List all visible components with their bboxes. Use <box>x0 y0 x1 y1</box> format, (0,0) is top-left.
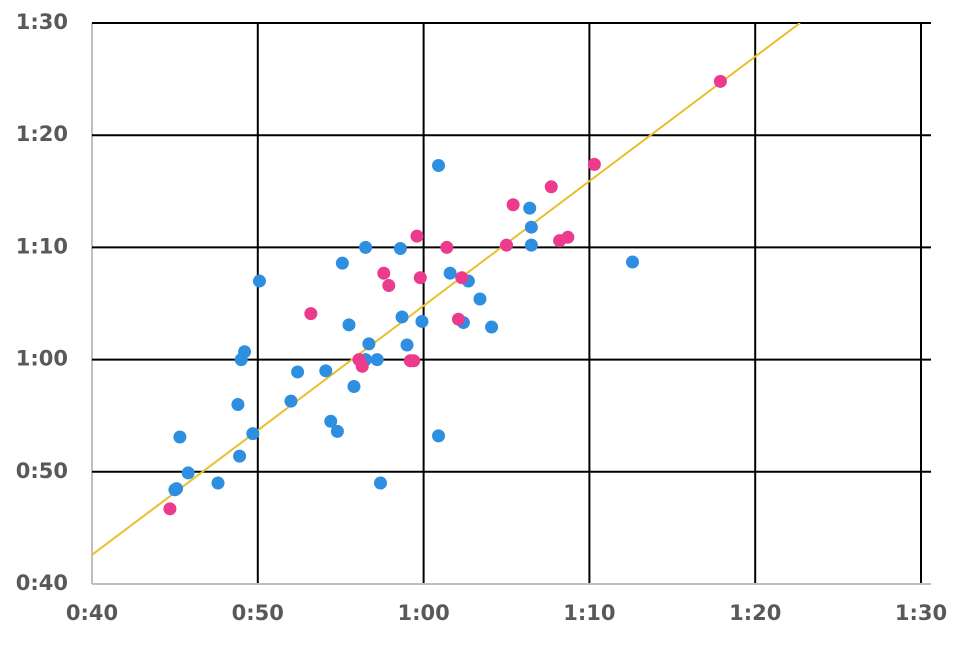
point <box>359 240 373 254</box>
point <box>252 274 266 288</box>
point <box>432 158 446 172</box>
point <box>432 429 446 443</box>
point <box>544 180 558 194</box>
point <box>451 312 465 326</box>
point <box>246 427 260 441</box>
point <box>304 307 318 321</box>
y-tick-label: 0:40 <box>16 571 68 595</box>
point <box>413 271 427 285</box>
point <box>211 476 225 490</box>
point <box>382 279 396 293</box>
point <box>355 359 369 373</box>
x-tick-label: 1:00 <box>397 601 449 625</box>
point <box>233 449 247 463</box>
y-tick-label: 1:20 <box>16 122 68 146</box>
point <box>347 380 361 394</box>
point <box>170 482 184 496</box>
x-tick-label: 0:40 <box>66 601 118 625</box>
point <box>443 266 457 280</box>
x-tick-label: 1:20 <box>729 601 781 625</box>
point <box>377 266 391 280</box>
y-tick-label: 1:00 <box>16 347 68 371</box>
point <box>473 292 487 306</box>
point <box>335 256 349 270</box>
point <box>291 365 305 379</box>
point <box>524 220 538 234</box>
point <box>373 476 387 490</box>
point <box>362 337 376 351</box>
trend-line <box>92 23 801 556</box>
point <box>407 354 421 368</box>
point <box>626 255 640 269</box>
point <box>393 242 407 256</box>
point <box>500 238 513 252</box>
point <box>506 198 520 212</box>
point <box>284 394 298 408</box>
point <box>238 345 252 359</box>
point <box>440 240 454 254</box>
point <box>324 414 338 428</box>
point <box>415 314 429 328</box>
point <box>410 229 424 243</box>
point <box>319 364 333 378</box>
point <box>342 318 356 332</box>
point <box>330 424 344 438</box>
y-tick-label: 0:50 <box>16 459 68 483</box>
x-tick-label: 0:50 <box>232 601 284 625</box>
point <box>163 502 177 516</box>
y-tick-label: 1:10 <box>16 234 68 258</box>
point <box>561 230 575 244</box>
point <box>173 430 187 444</box>
y-tick-label: 1:30 <box>16 10 68 34</box>
point <box>485 320 499 334</box>
point <box>587 157 601 171</box>
point <box>400 338 414 352</box>
point <box>713 74 727 88</box>
point <box>181 466 195 480</box>
point <box>455 271 469 285</box>
point <box>395 310 409 324</box>
point <box>524 238 538 252</box>
point <box>523 201 537 215</box>
point <box>231 397 245 411</box>
point <box>370 353 384 367</box>
x-tick-label: 1:10 <box>563 601 615 625</box>
x-tick-label: 1:30 <box>895 601 947 625</box>
